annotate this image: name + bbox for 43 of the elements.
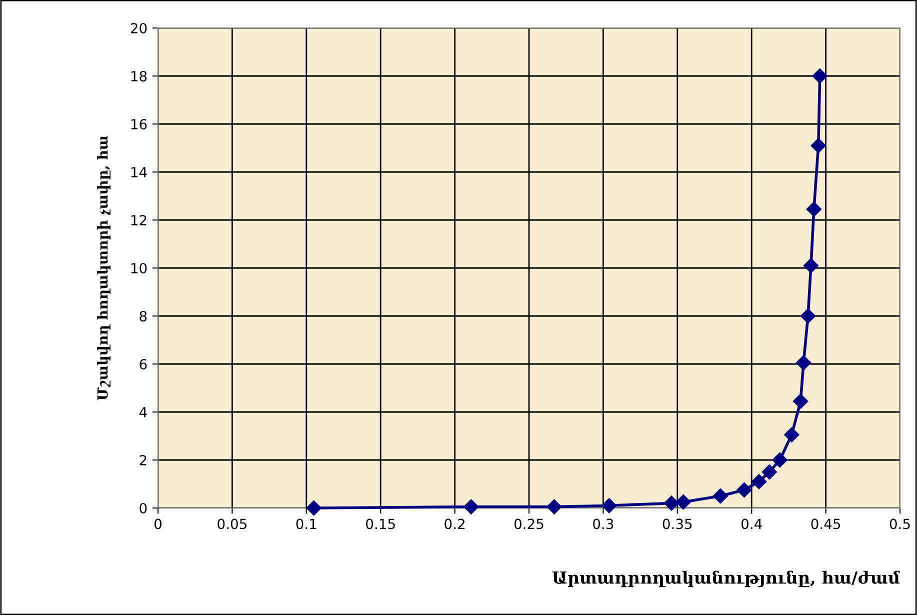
y-tick-label: 18 — [131, 70, 147, 82]
y-axis-title: Մշակվող հողակտորի չափը, հա — [97, 136, 110, 400]
x-tick-label: 0.45 — [811, 518, 840, 530]
point — [736, 482, 752, 498]
point — [664, 496, 680, 511]
point — [762, 464, 777, 480]
x-tick-label: 0.05 — [218, 518, 246, 530]
y-tick-label: 8 — [140, 310, 147, 322]
point — [803, 258, 819, 274]
y-tick-label: 10 — [131, 262, 147, 274]
point — [784, 427, 800, 442]
point — [812, 68, 828, 84]
point — [712, 488, 728, 504]
x-tick-label: 0.5 — [890, 518, 910, 530]
y-tick-label: 0 — [140, 502, 147, 514]
y-tick-label: 14 — [131, 167, 147, 178]
y-tick-label: 16 — [131, 118, 147, 130]
point — [546, 499, 562, 514]
x-tick-label: 0.25 — [514, 518, 544, 530]
point — [306, 500, 322, 516]
x-tick-label: 0.2 — [444, 518, 464, 530]
point — [602, 498, 617, 514]
point — [796, 355, 812, 370]
point — [800, 308, 816, 324]
point — [772, 452, 788, 468]
y-tick-label: 20 — [130, 22, 147, 34]
point — [464, 499, 479, 514]
y-tick-label: 4 — [139, 407, 147, 418]
point — [810, 138, 826, 154]
x-tick-label: 0.15 — [366, 518, 395, 530]
x-tick-label: 0.4 — [741, 518, 762, 530]
point — [751, 474, 767, 490]
y-tick-label: 2 — [140, 454, 146, 466]
y-tick-label: 6 — [140, 358, 147, 370]
y-tick-label: 12 — [131, 214, 146, 226]
point — [676, 494, 691, 510]
x-tick-label: 0 — [154, 518, 162, 530]
x-tick-label: 0.3 — [593, 518, 614, 530]
x-axis-title: Արտադրողականությունը, հա/ժամ — [552, 570, 900, 588]
point — [806, 202, 822, 217]
x-tick-label: 0.35 — [662, 518, 692, 530]
x-tick-label: 0.1 — [296, 518, 316, 530]
point — [793, 394, 808, 409]
